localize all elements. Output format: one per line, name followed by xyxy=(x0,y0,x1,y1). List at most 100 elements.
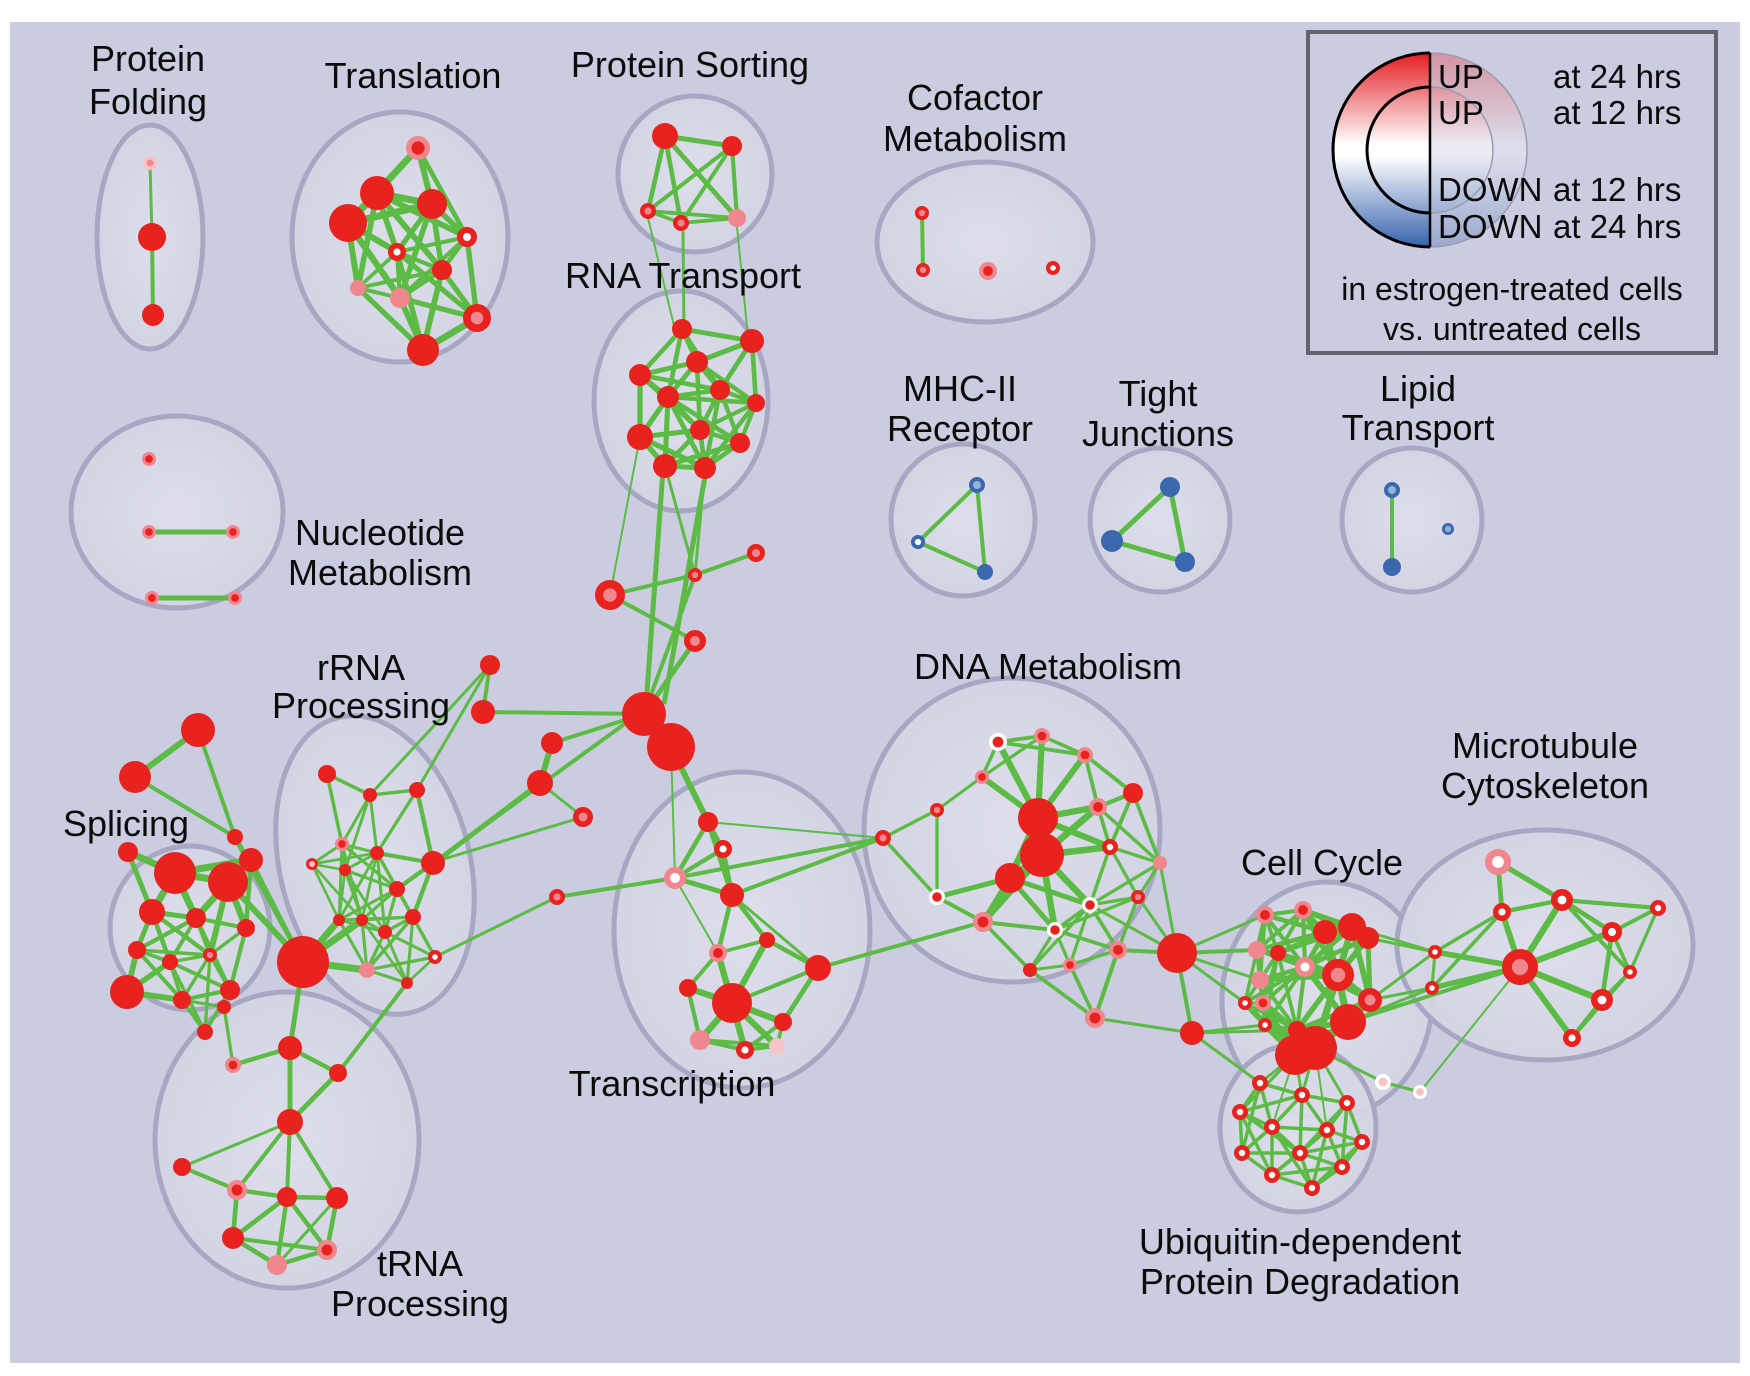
network-node[interactable] xyxy=(1384,482,1400,498)
network-node[interactable] xyxy=(227,1180,247,1200)
network-node[interactable] xyxy=(141,525,156,540)
network-node[interactable] xyxy=(428,949,443,964)
network-node[interactable] xyxy=(740,329,764,353)
network-node[interactable] xyxy=(977,564,993,580)
network-node[interactable] xyxy=(225,1057,242,1074)
network-node[interactable] xyxy=(1484,849,1511,876)
network-node[interactable] xyxy=(1375,1074,1392,1091)
network-node[interactable] xyxy=(647,723,695,771)
network-node[interactable] xyxy=(1292,1145,1309,1162)
network-node[interactable] xyxy=(747,394,765,412)
network-node[interactable] xyxy=(730,433,750,453)
network-node[interactable] xyxy=(1081,896,1098,913)
network-node[interactable] xyxy=(471,700,495,724)
network-node[interactable] xyxy=(1294,901,1313,920)
network-node[interactable] xyxy=(139,899,165,925)
network-node[interactable] xyxy=(640,202,657,219)
network-node[interactable] xyxy=(728,209,746,227)
network-node[interactable] xyxy=(388,242,407,261)
network-node[interactable] xyxy=(118,842,138,862)
network-node[interactable] xyxy=(759,932,775,948)
network-node[interactable] xyxy=(1157,933,1197,973)
network-node[interactable] xyxy=(217,1000,231,1014)
network-node[interactable] xyxy=(329,204,367,242)
network-node[interactable] xyxy=(736,1040,755,1059)
network-node[interactable] xyxy=(774,1013,792,1031)
network-node[interactable] xyxy=(119,761,151,793)
network-node[interactable] xyxy=(173,991,191,1009)
network-node[interactable] xyxy=(1264,1167,1281,1184)
network-node[interactable] xyxy=(389,881,405,897)
network-node[interactable] xyxy=(690,420,710,440)
network-node[interactable] xyxy=(1160,477,1180,497)
network-node[interactable] xyxy=(746,543,765,562)
network-node[interactable] xyxy=(928,888,945,905)
network-node[interactable] xyxy=(1046,921,1063,938)
network-node[interactable] xyxy=(173,1158,191,1176)
network-node[interactable] xyxy=(154,852,196,894)
network-node[interactable] xyxy=(1591,988,1614,1011)
network-node[interactable] xyxy=(1232,1104,1249,1121)
network-node[interactable] xyxy=(1023,963,1037,977)
network-node[interactable] xyxy=(138,223,166,251)
network-node[interactable] xyxy=(306,858,318,870)
network-node[interactable] xyxy=(227,591,242,606)
network-node[interactable] xyxy=(1089,798,1108,817)
network-node[interactable] xyxy=(1270,945,1286,961)
network-node[interactable] xyxy=(277,1187,297,1207)
network-node[interactable] xyxy=(722,136,742,156)
network-node[interactable] xyxy=(197,1024,213,1040)
network-node[interactable] xyxy=(421,851,445,875)
network-node[interactable] xyxy=(1602,922,1622,942)
network-node[interactable] xyxy=(222,1227,244,1249)
network-node[interactable] xyxy=(162,954,178,970)
network-node[interactable] xyxy=(181,713,215,747)
network-node[interactable] xyxy=(690,1030,710,1050)
network-node[interactable] xyxy=(1123,783,1143,803)
network-node[interactable] xyxy=(1256,906,1275,925)
network-node[interactable] xyxy=(672,319,692,339)
network-node[interactable] xyxy=(1109,941,1128,960)
network-node[interactable] xyxy=(527,770,553,796)
network-node[interactable] xyxy=(1018,798,1058,838)
network-node[interactable] xyxy=(664,867,687,890)
network-node[interactable] xyxy=(684,630,707,653)
network-node[interactable] xyxy=(220,980,240,1000)
network-node[interactable] xyxy=(463,304,492,333)
network-node[interactable] xyxy=(1175,552,1195,572)
network-node[interactable] xyxy=(1551,888,1574,911)
network-node[interactable] xyxy=(1424,980,1439,995)
network-node[interactable] xyxy=(914,206,929,221)
network-node[interactable] xyxy=(277,936,329,988)
network-node[interactable] xyxy=(409,782,425,798)
network-node[interactable] xyxy=(356,914,368,926)
network-node[interactable] xyxy=(679,979,697,997)
network-node[interactable] xyxy=(595,580,625,610)
network-node[interactable] xyxy=(1020,833,1064,877)
network-node[interactable] xyxy=(1237,995,1252,1010)
network-node[interactable] xyxy=(929,802,944,817)
network-node[interactable] xyxy=(208,862,248,902)
network-node[interactable] xyxy=(317,1240,337,1260)
network-node[interactable] xyxy=(627,424,653,450)
network-node[interactable] xyxy=(1354,1134,1371,1151)
network-node[interactable] xyxy=(128,941,146,959)
network-node[interactable] xyxy=(1562,1028,1581,1047)
network-node[interactable] xyxy=(1427,944,1442,959)
network-node[interactable] xyxy=(769,1038,785,1054)
network-node[interactable] xyxy=(653,454,677,478)
network-node[interactable] xyxy=(629,364,651,386)
network-node[interactable] xyxy=(360,176,394,210)
network-node[interactable] xyxy=(687,567,702,582)
network-node[interactable] xyxy=(239,848,263,872)
network-node[interactable] xyxy=(457,227,477,247)
network-node[interactable] xyxy=(710,380,730,400)
network-node[interactable] xyxy=(143,156,157,170)
network-node[interactable] xyxy=(1319,1122,1336,1139)
network-node[interactable] xyxy=(1339,1095,1356,1112)
network-node[interactable] xyxy=(712,983,752,1023)
network-node[interactable] xyxy=(1062,958,1077,973)
network-node[interactable] xyxy=(1131,889,1146,904)
network-node[interactable] xyxy=(1412,1084,1427,1099)
network-node[interactable] xyxy=(1248,941,1266,959)
